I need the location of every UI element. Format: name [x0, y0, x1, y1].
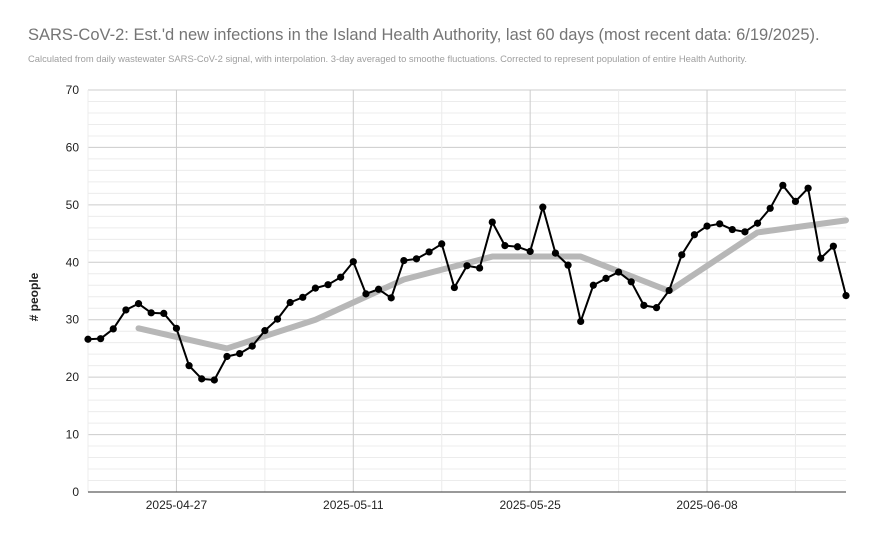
daily-point — [817, 254, 825, 262]
daily-point — [513, 243, 522, 251]
daily-point — [122, 306, 130, 314]
y-axis-ticks: 0 10 20 30 40 50 60 70 — [66, 83, 80, 499]
daily-point — [463, 262, 471, 270]
daily-point — [160, 309, 168, 317]
daily-point — [488, 218, 496, 226]
y-tick-label: 30 — [66, 313, 80, 327]
daily-point — [311, 284, 319, 292]
daily-point — [324, 281, 332, 289]
daily-point — [400, 256, 408, 265]
daily-point — [716, 220, 724, 228]
x-tick-label: 2025-05-25 — [499, 498, 561, 512]
daily-series-line — [87, 184, 847, 382]
daily-point — [551, 249, 560, 257]
daily-point — [842, 291, 850, 300]
daily-point — [602, 274, 610, 282]
daily-point — [665, 286, 673, 295]
daily-point — [615, 268, 623, 276]
daily-point — [172, 324, 181, 332]
daily-point — [804, 184, 812, 192]
grid — [87, 89, 846, 492]
x-tick-label: 2025-04-27 — [146, 498, 208, 512]
daily-point — [261, 327, 269, 335]
y-tick-label: 20 — [66, 370, 80, 384]
daily-point — [387, 294, 395, 302]
daily-point — [741, 228, 749, 236]
daily-point — [210, 376, 218, 384]
daily-point — [425, 248, 433, 256]
x-axis-ticks: 2025-04-27 2025-05-11 2025-05-25 2025-06-08 — [146, 498, 738, 512]
series — [84, 181, 850, 384]
daily-point — [223, 352, 231, 361]
daily-point — [501, 242, 509, 250]
daily-point — [134, 300, 143, 308]
x-tick-label: 2025-06-08 — [676, 498, 738, 512]
daily-point — [412, 255, 421, 263]
daily-point — [476, 264, 484, 272]
daily-point — [564, 261, 572, 269]
daily-point — [299, 293, 307, 301]
chart-subtitle: Calculated from daily wastewater SARS-Co… — [28, 53, 747, 64]
y-tick-label: 10 — [66, 428, 80, 442]
daily-point — [526, 247, 534, 255]
daily-point — [374, 285, 383, 293]
daily-point — [236, 349, 244, 358]
y-tick-label: 0 — [72, 485, 79, 499]
daily-point — [640, 301, 648, 309]
daily-point — [577, 317, 585, 326]
daily-point — [690, 231, 699, 239]
y-tick-label: 40 — [66, 255, 80, 269]
daily-point — [753, 219, 762, 227]
daily-point — [589, 281, 597, 289]
trend-series-line — [135, 217, 849, 352]
daily-point — [198, 375, 206, 383]
daily-point — [109, 325, 117, 333]
daily-point — [779, 181, 787, 189]
daily-point — [438, 240, 446, 248]
daily-point — [450, 283, 458, 292]
daily-point — [829, 242, 837, 250]
chart-title: SARS-CoV-2: Est.'d new infections in the… — [28, 26, 820, 44]
y-tick-label: 50 — [66, 198, 80, 212]
daily-point — [362, 290, 370, 298]
daily-point — [678, 251, 686, 259]
daily-point — [728, 225, 736, 234]
y-tick-label: 60 — [66, 140, 80, 154]
daily-point — [273, 315, 282, 323]
x-tick-label: 2025-05-11 — [323, 498, 384, 512]
daily-point — [286, 298, 294, 307]
daily-point — [539, 203, 547, 211]
daily-point — [185, 362, 193, 370]
daily-point — [703, 222, 711, 230]
daily-point — [652, 304, 661, 312]
daily-point — [97, 335, 105, 343]
daily-point — [337, 273, 345, 281]
y-tick-label: 70 — [66, 83, 80, 97]
daily-point — [147, 309, 155, 317]
daily-point — [84, 335, 92, 343]
daily-point — [766, 204, 774, 212]
y-axis-label: # people — [27, 272, 41, 321]
daily-point — [248, 342, 256, 350]
daily-point — [791, 197, 800, 206]
daily-point — [627, 278, 635, 286]
daily-point — [349, 258, 357, 266]
